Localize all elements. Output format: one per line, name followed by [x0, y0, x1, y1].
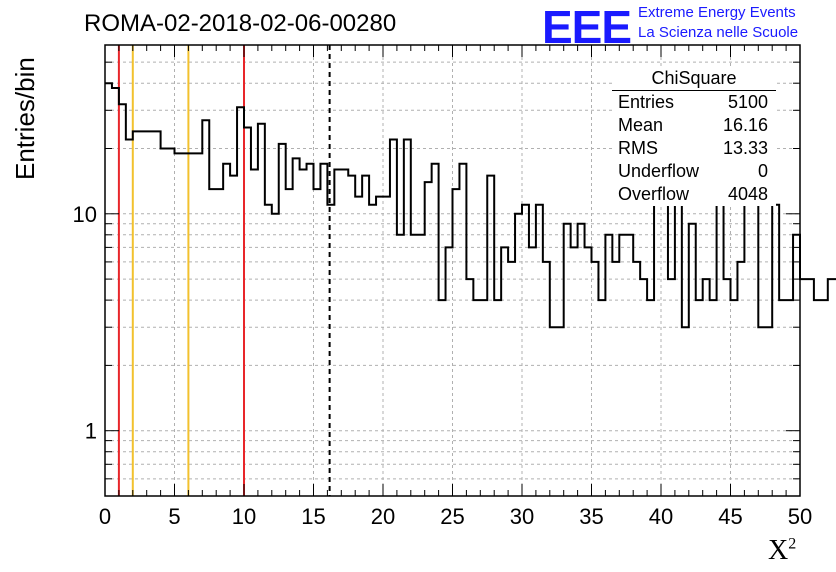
eee-logo-line2: La Scienza nelle Scuole: [638, 24, 799, 41]
x-axis-label: X2: [768, 535, 796, 567]
stats-box: ChiSquare Entries 5100 Mean 16.16 RMS 13…: [612, 68, 776, 206]
x-axis-label-text: X: [768, 535, 789, 566]
x-tick-label: 20: [371, 504, 395, 529]
x-tick-label: 35: [579, 504, 603, 529]
stats-label: Overflow: [618, 184, 690, 204]
x-tick-label: 10: [232, 504, 256, 529]
x-tick-label: 25: [440, 504, 464, 529]
stats-row-underflow: Underflow 0: [612, 160, 776, 183]
stats-row-entries: Entries 5100: [612, 91, 776, 114]
y-tick-label: 1: [85, 419, 97, 444]
stats-row-mean: Mean 16.16: [612, 114, 776, 137]
chart-title: ROMA-02-2018-02-06-00280: [84, 10, 397, 37]
x-tick-label: 45: [718, 504, 742, 529]
stats-value: 13.33: [722, 138, 768, 158]
stats-label: Mean: [618, 115, 664, 135]
x-tick-label: 15: [301, 504, 325, 529]
stats-row-rms: RMS 13.33: [612, 137, 776, 160]
stats-label: RMS: [618, 138, 658, 158]
stats-value: 16.16: [722, 115, 768, 135]
x-tick-label: 30: [510, 504, 534, 529]
x-tick-label: 50: [788, 504, 812, 529]
stats-label: Underflow: [618, 161, 700, 181]
y-tick-label: 10: [73, 202, 97, 227]
x-tick-label: 40: [649, 504, 673, 529]
x-axis-label-sup: 2: [788, 535, 797, 553]
stats-row-overflow: Overflow 4048: [612, 183, 776, 206]
stats-value: 5100: [727, 92, 768, 112]
stats-value: 4048: [727, 184, 768, 204]
stats-label: Entries: [618, 92, 675, 112]
x-tick-label: 0: [99, 504, 111, 529]
eee-logo-line1: Extreme Energy Events: [638, 4, 796, 21]
x-tick-label: 5: [168, 504, 180, 529]
y-axis-label: Entries/bin: [10, 57, 40, 180]
stats-value: 0: [757, 161, 768, 181]
stats-title: ChiSquare: [612, 68, 776, 91]
